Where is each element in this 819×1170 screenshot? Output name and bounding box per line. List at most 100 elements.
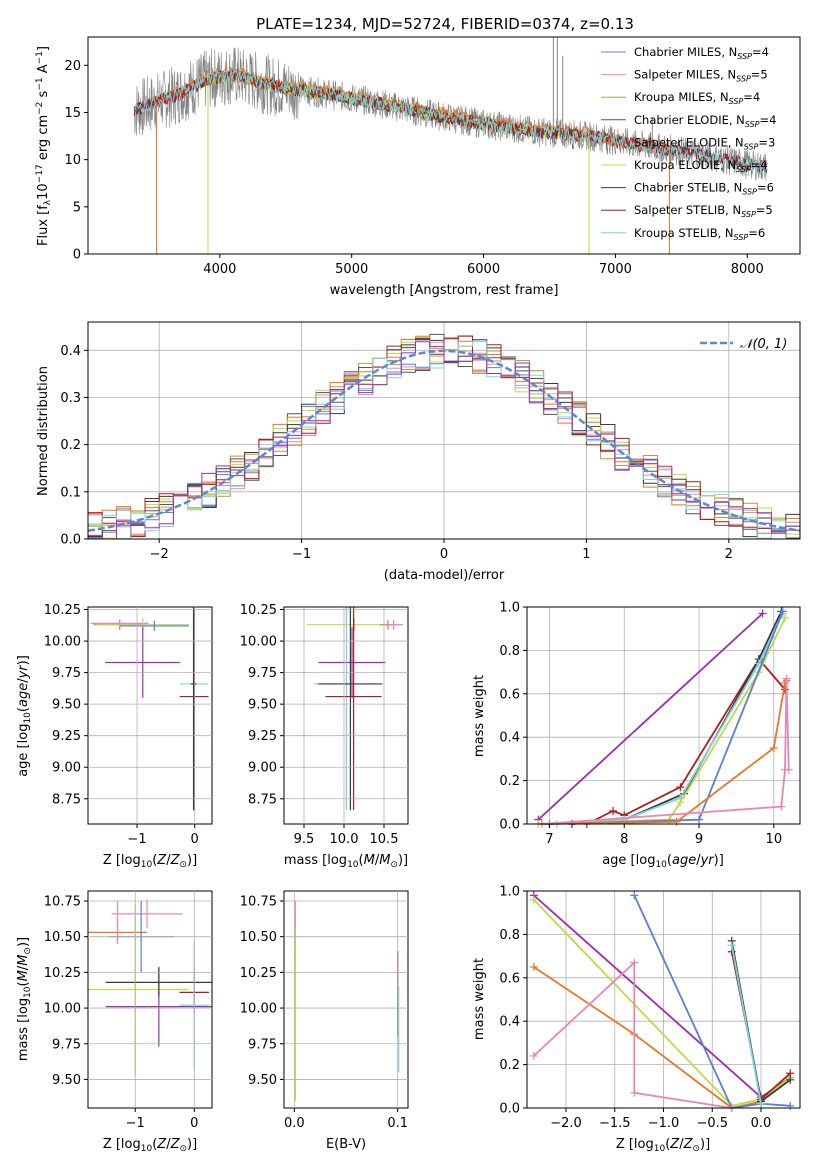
y-tick-label: 0.4 <box>499 731 520 746</box>
legend-label-chabrier_miles: Chabrier MILES, NSSP=4 <box>634 45 769 61</box>
x-tick-label: 6000 <box>467 262 500 277</box>
spectrum-axes-frame <box>87 36 801 255</box>
y-tick-label: 0.2 <box>499 1058 520 1073</box>
y-tick-label: 0.4 <box>60 344 81 359</box>
y-tick-label: 9.00 <box>248 761 277 776</box>
weight-vs-z-ylabel: mass weight <box>472 958 487 1040</box>
spectrum-legend: Chabrier MILES, NSSP=4 Salpeter MILES, NS… <box>601 45 776 242</box>
x-tick-label: −1 <box>127 832 146 847</box>
residuals-x-ticks: −2 −1 0 1 2 <box>150 539 733 562</box>
y-tick-label: 10.00 <box>44 1002 81 1017</box>
x-tick-label: 9.5 <box>294 832 315 847</box>
y-tick-label: 9.00 <box>52 761 81 776</box>
weight-line-purple <box>537 612 764 821</box>
mass-vs-ebv-xlabel: E(B-V) <box>326 1137 366 1152</box>
y-tick-label: 9.50 <box>248 698 277 713</box>
weight-marker-chabrier_stelib <box>786 1075 795 1084</box>
spectrum-title: PLATE=1234, MJD=52724, FIBERID=0374, z=0… <box>256 15 634 33</box>
spectrum-x-ticks: 4000 5000 6000 7000 8000 <box>203 254 764 277</box>
weight-line-salpeter_miles <box>533 960 732 1109</box>
mass-vs-ebv-ticks: 0.0 0.1 9.50 9.75 10.00 10.25 10.50 10.75 <box>240 891 408 1131</box>
mass-vs-ebv-axes-frame <box>283 890 409 1109</box>
x-tick-label: 0.0 <box>284 1116 305 1131</box>
weight-line-kroupa_elodie <box>533 899 791 1107</box>
residuals-panel: 0.0 0.1 0.2 0.3 0.4 −2 −1 0 1 2 (data-model)/err… <box>36 321 801 583</box>
weight-marker-kroupa_stelib <box>757 1099 765 1108</box>
y-tick-label: 9.50 <box>52 1073 81 1088</box>
y-tick-label: 20 <box>64 59 81 74</box>
weight-vs-age-plot-area <box>534 607 793 828</box>
mass-vs-z-xlabel: Z [log10(Z/Z⊙)] <box>103 1137 197 1154</box>
weight-vs-z-plot-area <box>529 891 795 1112</box>
legend-label-chabrier_stelib: Chabrier STELIB, NSSP=6 <box>634 181 774 197</box>
x-tick-label: 10.0 <box>330 832 359 847</box>
weight-marker-chabrier_miles <box>778 607 787 616</box>
spectrum-xlabel: wavelength [Angstrom, rest frame] <box>330 283 559 298</box>
y-tick-label: 0.1 <box>60 485 81 500</box>
weight-marker-kroupa_elodie <box>676 798 685 807</box>
weight-marker-chabrier_miles <box>630 891 639 900</box>
x-tick-label: 0.0 <box>751 1116 772 1131</box>
age-vs-z-ticks: −1 0 8.75 9.00 9.25 9.50 9.75 10.00 10.25 <box>44 603 212 847</box>
y-tick-label: 0 <box>73 248 81 263</box>
x-tick-label: −0.5 <box>696 1116 728 1131</box>
y-tick-label: 9.25 <box>248 729 277 744</box>
weight-vs-z-xlabel: Z [log10(Z/Z⊙)] <box>616 1137 710 1154</box>
x-tick-label: −1.5 <box>599 1116 631 1131</box>
age-vs-z-plot-area <box>90 607 209 811</box>
age-vs-z-panel: −1 0 8.75 9.00 9.25 9.50 9.75 10.00 10.25 Z [log… <box>16 603 213 870</box>
y-tick-label: 10.25 <box>44 966 81 981</box>
weight-line-salpeter_elodie <box>533 966 762 1109</box>
y-tick-label: 10.75 <box>240 894 277 909</box>
y-tick-label: 9.75 <box>52 1037 81 1052</box>
spectrum-panel: PLATE=1234, MJD=52724, FIBERID=0374, z=0… <box>35 15 801 298</box>
y-tick-label: 0.2 <box>499 774 520 789</box>
y-tick-label: 10.00 <box>240 635 277 650</box>
y-tick-label: 0.6 <box>499 971 520 986</box>
y-tick-label: 10.50 <box>240 930 277 945</box>
y-tick-label: 0.4 <box>499 1015 520 1030</box>
x-tick-label: 7 <box>545 832 553 847</box>
spectrum-y-ticks: 0 5 10 15 20 <box>64 59 88 263</box>
mass-vs-z-panel: −1 0 9.50 9.75 10.00 10.25 10.50 10.75 Z [log10… <box>16 890 213 1154</box>
y-tick-label: 10.50 <box>44 930 81 945</box>
y-tick-label: 10.75 <box>44 894 81 909</box>
legend-label-kroupa_miles: Kroupa MILES, NSSP=4 <box>634 90 760 106</box>
legend-label-chabrier_elodie: Chabrier ELODIE, NSSP=4 <box>634 113 776 129</box>
x-tick-label: 0 <box>191 832 199 847</box>
weight-marker-salpeter_miles <box>529 1051 538 1060</box>
y-tick-label: 0.2 <box>60 438 81 453</box>
x-tick-label: 0 <box>190 1116 198 1131</box>
weight-marker-kroupa_elodie <box>529 895 538 904</box>
x-tick-label: 2 <box>725 547 733 562</box>
y-tick-label: 5 <box>73 200 81 215</box>
y-tick-label: 10 <box>64 153 81 168</box>
weight-line-chabrier_stelib <box>571 610 783 825</box>
x-tick-label: −1 <box>292 547 311 562</box>
weight-vs-age-xlabel: age [log10(age/yr)] <box>602 853 724 870</box>
y-tick-label: 9.25 <box>52 729 81 744</box>
x-tick-label: −2.0 <box>550 1116 582 1131</box>
y-tick-label: 9.50 <box>52 698 81 713</box>
weight-line-purple <box>533 894 791 1099</box>
weight-marker-salpeter_miles <box>630 958 639 967</box>
observed-spectrum-line <box>133 47 768 181</box>
x-tick-label: 8000 <box>731 262 764 277</box>
age-vs-mass-panel: 9.5 10.0 10.5 8.75 9.00 9.25 9.50 9.75 10.00 10.2… <box>240 603 409 870</box>
x-tick-label: 0.1 <box>387 1116 408 1131</box>
y-tick-label: 0.0 <box>60 533 81 548</box>
weight-vs-age-panel: 7 8 9 10 0.0 0.2 0.4 0.6 0.8 1.0 age [log10(age/y… <box>472 601 801 870</box>
weight-line-chabrier_miles <box>633 894 791 1109</box>
weight-marker-kroupa_elodie <box>781 613 790 622</box>
weight-marker-chabrier_miles <box>695 815 704 824</box>
y-tick-label: 8.75 <box>248 792 277 807</box>
weight-marker-salpeter_miles <box>777 802 786 811</box>
residuals-plot-area <box>87 333 801 540</box>
legend-label-kroupa_elodie: Kroupa ELODIE, NSSP=4 <box>634 158 768 174</box>
age-vs-mass-xlabel: mass [log10(M/M⊙)] <box>284 853 408 870</box>
x-tick-label: 9 <box>695 832 703 847</box>
weight-marker-salpeter_miles <box>784 765 793 774</box>
x-tick-label: 10.5 <box>370 832 399 847</box>
spectrum-plot-area <box>133 37 768 254</box>
x-tick-label: −1 <box>126 1116 145 1131</box>
